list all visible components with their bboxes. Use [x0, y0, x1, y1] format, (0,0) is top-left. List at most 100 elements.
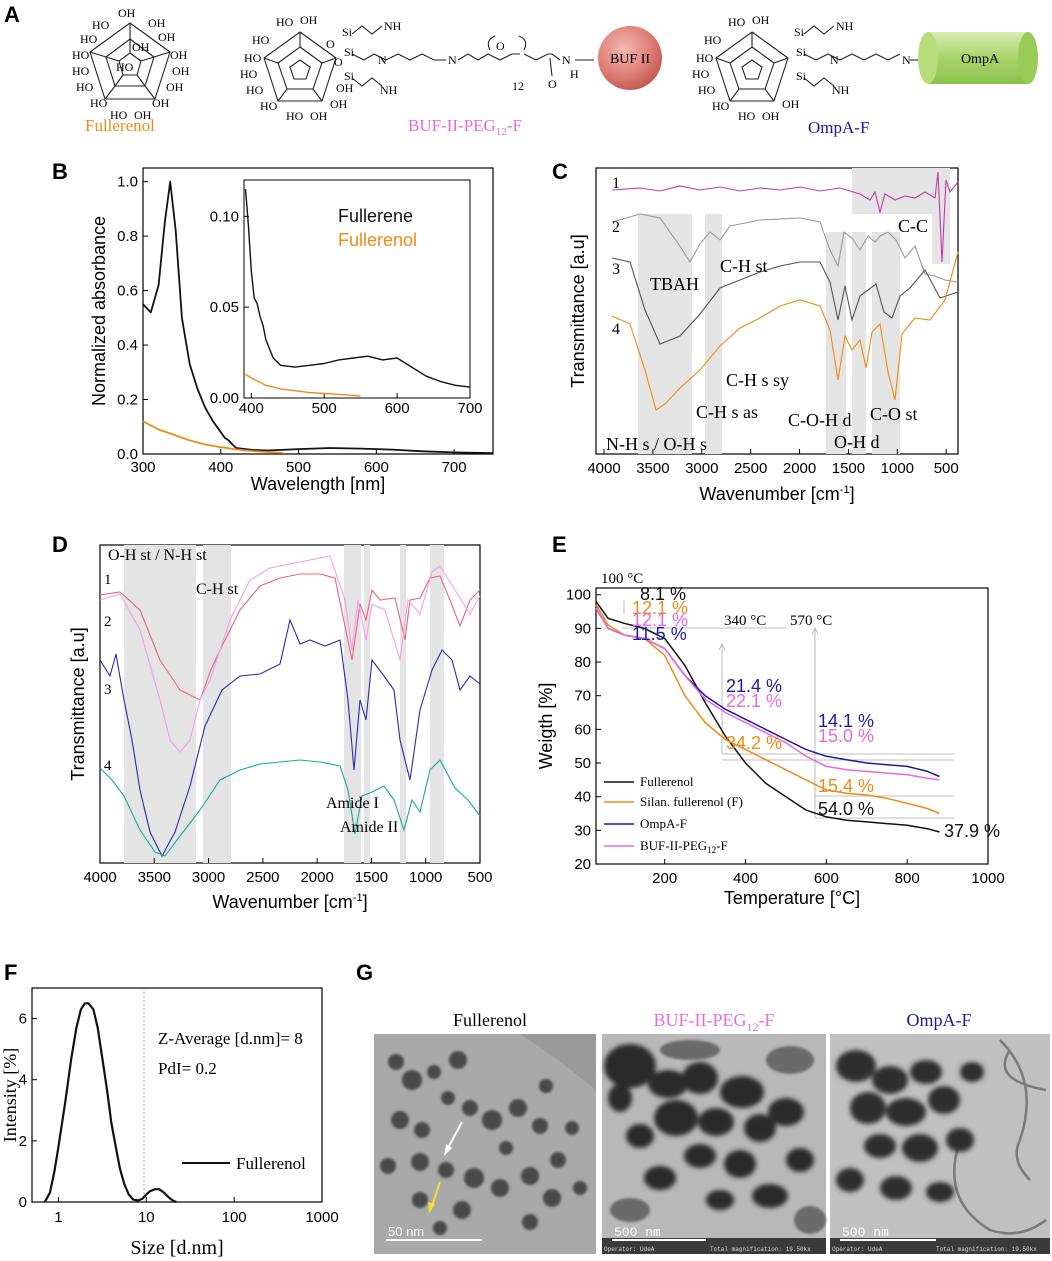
chem-label: H [570, 67, 579, 81]
chem-label: NH [380, 83, 398, 97]
axis-ticks: 300 400 500 600 700 0.0 0.2 0.4 0.6 0.8 1.0 [117, 174, 466, 476]
chem-label: OH [118, 6, 136, 20]
white-arrow [447, 1121, 463, 1149]
spectrum-4 [611, 251, 959, 411]
scale-label: 500 nm [614, 1225, 661, 1240]
annotation-orange-1: 12.1 % [632, 598, 688, 618]
peak-annotations: O-H st / N-H st C-H st Amide I Amide II [108, 547, 398, 836]
spectrum-3 [611, 257, 959, 345]
x-tick-label: 800 [895, 870, 920, 887]
scale-label: 50 nm [388, 1224, 424, 1239]
y-tick-label: 1.0 [117, 174, 138, 191]
panel-label-g: G [356, 960, 373, 985]
x-tick-label: 600 [814, 870, 839, 887]
annotation-tbah: TBAH [650, 274, 699, 294]
series-line [595, 601, 940, 833]
annotation-100c: 100 °C [601, 571, 643, 587]
panel-label-e: E [552, 532, 567, 557]
series-label-4: 4 [612, 321, 620, 338]
series-group [595, 601, 940, 833]
y-tick-label: 0.8 [117, 228, 138, 245]
annotation-pink-3: 15.0 % [818, 726, 874, 746]
annotation-cc: C-C [898, 216, 928, 236]
y-tick-label: 0.00 [210, 390, 239, 407]
tem-title-fullerenol: Fullerenol [453, 1010, 527, 1030]
annotation-ch-st: C-H st [196, 581, 239, 598]
x-tick-label: 1000 [305, 1209, 338, 1226]
annotation-ch-ssy: C-H s sy [726, 370, 789, 390]
x-tick-label: 2000 [300, 869, 333, 886]
chem-label: HO [246, 83, 264, 97]
fullerenol-caption: Fullerenol [85, 116, 155, 135]
y-tick-label: 40 [574, 789, 591, 806]
chem-label: OH [152, 96, 170, 110]
x-tick-label: 3500 [636, 460, 669, 477]
y-tick-label: 100 [566, 587, 591, 604]
x-tick-label: 1500 [832, 460, 865, 477]
x-axis-label: Size [d.nm] [130, 1237, 223, 1259]
x-tick-label: 3000 [192, 869, 225, 886]
chem-label: OH [330, 97, 348, 111]
series-label-4: 4 [104, 758, 112, 774]
chem-label: O [326, 37, 335, 51]
panel-label-c: C [552, 159, 568, 184]
chem-label: Si [344, 45, 355, 59]
x-tick-label: 1500 [355, 869, 388, 886]
chem-label: OH [134, 108, 152, 122]
x-tick-label: 3000 [685, 460, 718, 477]
chem-label: HO [698, 83, 716, 97]
ompa-cylinder [918, 32, 1038, 84]
y-tick-label: 0.05 [210, 299, 239, 316]
annotation-amide-i: Amide I [326, 795, 379, 812]
series-label-3: 3 [612, 261, 620, 278]
y-tick-label: 90 [574, 620, 591, 637]
chem-label: HO [76, 80, 94, 94]
x-axis-label: Temperature [°C] [724, 888, 860, 908]
panel-e: E 200 400 600 800 1000 20 30 40 50 60 70 80 90 100 10… [536, 532, 1005, 908]
chem-label: HO [72, 64, 90, 78]
axis-ticks: 200 400 600 800 1000 20 30 40 50 60 70 80 90 100 [566, 587, 1005, 887]
ftir-spectra [99, 555, 481, 858]
chem-label: HO [92, 18, 110, 32]
guide-lines [622, 600, 954, 819]
tga-annotations: 100 °C 340 °C 570 °C 8.1 % 12.1 % 12.1 %… [601, 571, 1000, 841]
pdi-text: PdI= 0.2 [158, 1059, 217, 1078]
x-tick-label: 1000 [409, 869, 442, 886]
chem-label: OH [762, 109, 780, 123]
axis-ticks: 4000 3500 3000 2500 2000 1500 1000 500 [83, 858, 493, 886]
y-tick-label: 30 [574, 822, 591, 839]
chem-label: Si [796, 69, 807, 83]
annotation-black-3: 37.9 % [944, 821, 1000, 841]
series-line [244, 189, 471, 388]
chem-label: OH [148, 16, 166, 30]
annotation-ch-sas: C-H s as [696, 402, 758, 422]
annotation-oh-d: O-H d [834, 432, 880, 452]
series-label-1: 1 [104, 572, 112, 588]
buf-peg-structure: HO OH HO HO HO HO HO HO OH OH OH O O Si … [240, 13, 662, 123]
y-tick-label: 0.4 [117, 337, 138, 354]
chem-label: NH [384, 19, 402, 33]
x-axis-label: Wavelength [nm] [251, 474, 385, 494]
annotation-pink-2: 22.1 % [726, 691, 782, 711]
y-tick-label: 6 [19, 1011, 27, 1028]
panel-a: A OH HO OH HO OH HO OH [4, 2, 1038, 138]
y-tick-label: 80 [574, 654, 591, 671]
inset-frame [243, 179, 471, 399]
chem-label: N [448, 53, 457, 67]
x-tick-label: 2000 [783, 460, 816, 477]
chem-label: OH [170, 48, 188, 62]
series-line [142, 180, 494, 455]
highlight-bands [638, 168, 950, 454]
y-axis-label: Transmittance [a.u] [68, 627, 88, 780]
legend-label: BUF-II-PEG12-F [640, 838, 728, 855]
chem-label: HO [728, 15, 746, 29]
panel-d: D 1 2 3 4 O-H st / N-H st C-H st Amide I… [52, 532, 493, 912]
y-tick-label: 0.0 [117, 446, 138, 463]
aggregates [836, 1050, 984, 1202]
chem-label: OH [782, 97, 800, 111]
tem-image-buf: 500 nm Operator: UdeA Total magnificatio… [602, 1034, 826, 1254]
chem-label: OH [310, 109, 328, 123]
y-axis-label: Intensity [%] [0, 1048, 20, 1142]
annotation-black-2: 54.0 % [818, 799, 874, 819]
